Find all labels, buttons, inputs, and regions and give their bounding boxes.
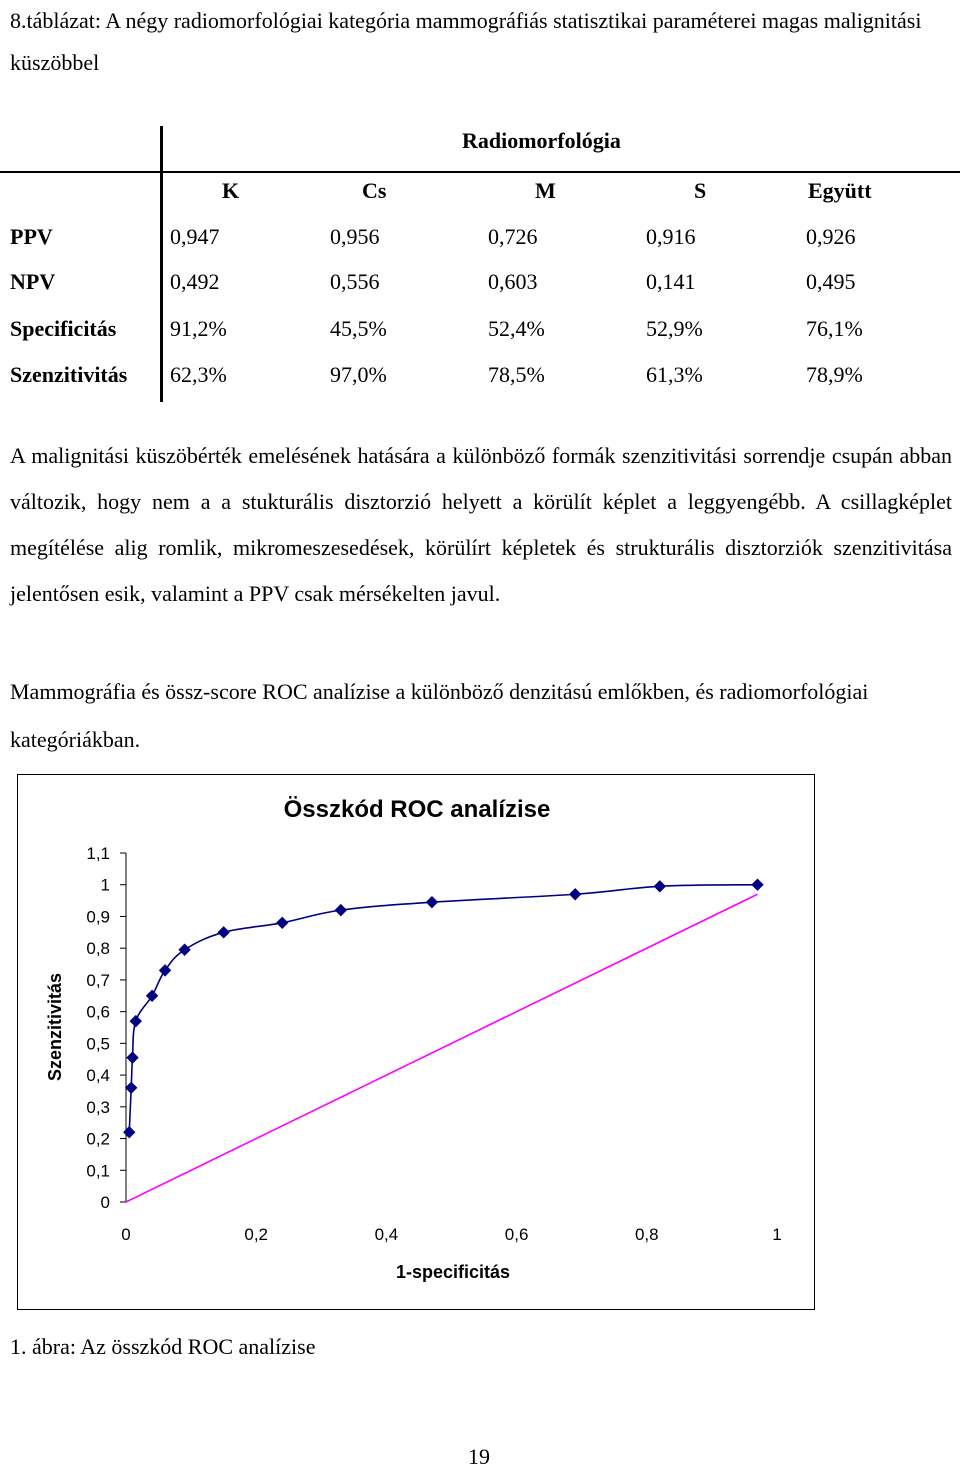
table-header-row: K Cs M S Együtt — [0, 170, 960, 210]
series-line — [128, 883, 758, 1133]
table-caption: 8.táblázat: A négy radiomorfológiai kate… — [10, 8, 922, 75]
table-group-header-row: Radiomorfológia — [0, 120, 960, 160]
y-tick-label: 0,6 — [86, 1003, 110, 1022]
figure-caption: 1. ábra: Az összkód ROC analízise — [10, 1334, 316, 1359]
table-cell: 52,4% — [488, 316, 545, 341]
y-tick-label: 0 — [101, 1193, 110, 1212]
y-axis: 0 0,1 0,2 0,3 0,4 0,5 0,6 0,7 0,8 0,9 1 1,1 — [86, 844, 127, 1212]
data-point-marker — [158, 964, 172, 977]
statistics-table: Radiomorfológia K Cs M S Együtt PPV 0,94… — [0, 0, 960, 410]
table-cell: 78,5% — [488, 362, 545, 387]
series-line — [125, 893, 758, 1203]
table-cell: 0,926 — [806, 224, 856, 249]
table-cell: 97,0% — [330, 362, 387, 387]
y-tick-label: 0,3 — [86, 1098, 110, 1117]
y-tick-label: 0,8 — [86, 939, 110, 958]
table-cell: 0,956 — [330, 224, 380, 249]
table-cell: 0,947 — [170, 224, 220, 249]
y-tick-label: 0,9 — [86, 907, 110, 926]
y-tick-label: 0,1 — [86, 1161, 110, 1180]
table-cell: 0,556 — [330, 269, 380, 294]
chart-xlabel: 1-specificitás — [396, 1262, 510, 1282]
table-horizontal-line — [0, 171, 960, 173]
data-point-marker — [125, 1081, 138, 1094]
x-tick-label: 0,2 — [244, 1225, 268, 1244]
x-tick-label: 0 — [121, 1225, 130, 1244]
data-point-marker — [425, 895, 439, 909]
plot-series — [123, 878, 764, 1203]
chart-title: Összkód ROC analízise — [284, 796, 551, 823]
table-cell: 0,726 — [488, 224, 538, 249]
data-point-marker — [178, 943, 191, 956]
data-point-marker — [334, 903, 348, 917]
table-row: Specificitás 91,2% 45,5% 52,4% 52,9% 76,… — [0, 308, 960, 348]
column-header: Cs — [362, 178, 387, 203]
data-point-marker — [126, 1051, 139, 1064]
table-cell: 45,5% — [330, 316, 387, 341]
y-tick-label: 0,5 — [86, 1034, 110, 1053]
y-tick-label: 1,1 — [86, 844, 110, 863]
x-tick-label: 0,8 — [635, 1225, 659, 1244]
page-number: 19 — [468, 1444, 490, 1469]
table-row: NPV 0,492 0,556 0,603 0,141 0,495 — [0, 261, 960, 301]
group-header: Radiomorfológia — [462, 128, 621, 153]
table-cell: 52,9% — [646, 316, 703, 341]
y-tick-label: 0,4 — [86, 1066, 110, 1085]
table-cell: 78,9% — [806, 362, 863, 387]
y-tick-label: 1 — [101, 876, 110, 895]
x-axis: 0 0,2 0,4 0,6 0,8 1 — [121, 1225, 781, 1244]
row-label: Specificitás — [10, 316, 117, 341]
y-tick-label: 0,7 — [86, 971, 110, 990]
row-label: PPV — [10, 224, 53, 249]
table-cell: 0,603 — [488, 269, 538, 294]
data-point-marker — [217, 926, 230, 939]
data-point-marker — [276, 916, 289, 930]
column-header: Együtt — [808, 178, 872, 203]
table-cell: 0,492 — [170, 269, 220, 294]
roc-chart: Összkód ROC analízise 1-specificitás Sze… — [45, 796, 782, 1282]
column-header: M — [535, 178, 556, 203]
table-cell: 0,916 — [646, 224, 696, 249]
data-point-marker — [145, 989, 159, 1002]
x-tick-label: 0,6 — [505, 1225, 529, 1244]
table-cell: 61,3% — [646, 362, 703, 387]
section-heading-paragraph: Mammográfia és össz-score ROC analízise … — [10, 679, 869, 752]
table-row: Szenzitivitás 62,3% 97,0% 78,5% 61,3% 78… — [0, 354, 960, 394]
data-point-marker — [568, 888, 582, 901]
table-row: PPV 0,947 0,956 0,726 0,916 0,926 — [0, 216, 960, 256]
row-label: Szenzitivitás — [10, 362, 128, 387]
data-point-marker — [123, 1125, 136, 1139]
y-tick-label: 0,2 — [86, 1130, 110, 1149]
table-cell: 0,495 — [806, 269, 856, 294]
data-point-marker — [751, 878, 764, 891]
data-point-marker — [129, 1014, 142, 1028]
table-cell: 91,2% — [170, 316, 227, 341]
table-cell: 62,3% — [170, 362, 227, 387]
row-label: NPV — [10, 269, 56, 294]
chart-ylabel: Szenzitivitás — [45, 973, 65, 1081]
body-paragraph: A malignitási küszöbérték emelésének hat… — [10, 443, 952, 606]
table-vertical-line — [160, 126, 163, 402]
column-header: S — [694, 178, 707, 203]
column-header: K — [222, 178, 240, 203]
data-point-marker — [653, 880, 667, 893]
x-tick-label: 1 — [772, 1225, 781, 1244]
table-cell: 0,141 — [646, 269, 696, 294]
table-cell: 76,1% — [806, 316, 863, 341]
roc-chart-frame: Összkód ROC analízise 1-specificitás Sze… — [17, 774, 815, 1310]
x-tick-label: 0,4 — [375, 1225, 399, 1244]
